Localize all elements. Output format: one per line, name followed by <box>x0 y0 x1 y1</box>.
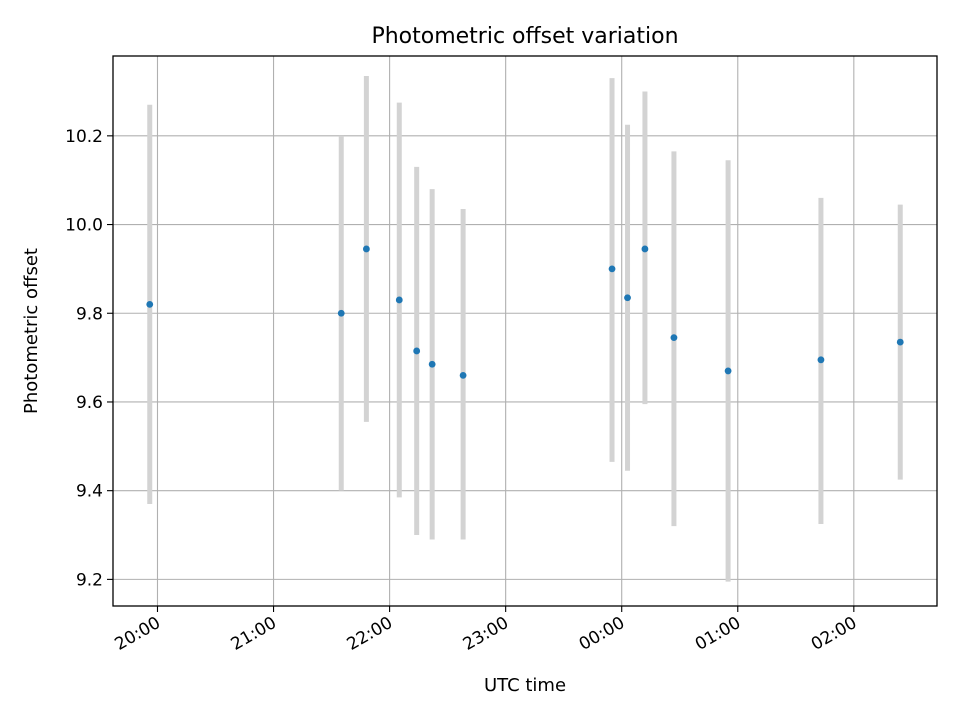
x-tick-label: 23:00 <box>460 613 512 655</box>
x-tick-label: 01:00 <box>692 613 744 655</box>
x-tick-label: 00:00 <box>576 613 628 655</box>
y-tick-label: 10.0 <box>65 216 103 236</box>
data-point <box>362 245 370 253</box>
y-tick-label: 9.4 <box>76 482 103 502</box>
x-tick-label: 22:00 <box>344 613 396 655</box>
y-tick-label: 9.6 <box>76 393 103 413</box>
plot-frame <box>112 55 938 607</box>
data-points <box>146 245 904 379</box>
data-point <box>608 265 616 273</box>
data-point <box>817 356 825 364</box>
data-point <box>428 360 436 368</box>
y-tick-label: 9.8 <box>76 304 103 324</box>
data-point <box>624 294 631 302</box>
error-bars <box>147 75 903 582</box>
grid <box>113 56 937 606</box>
data-point <box>413 347 421 355</box>
data-point <box>896 338 904 346</box>
y-tick-label: 9.2 <box>76 570 103 590</box>
x-tick-label: 02:00 <box>808 613 860 655</box>
y-tick-label: 10.2 <box>65 127 103 147</box>
x-axis-label: UTC time <box>484 675 566 696</box>
data-point <box>670 334 678 342</box>
x-tick-label: 21:00 <box>228 613 280 655</box>
x-tick-label: 20:00 <box>112 613 164 655</box>
data-point <box>395 296 403 304</box>
data-point <box>459 371 467 379</box>
y-axis-label: Photometric offset <box>21 248 42 414</box>
data-point <box>641 245 649 253</box>
data-point <box>146 300 154 308</box>
data-point <box>724 367 732 375</box>
data-point <box>337 309 345 317</box>
chart-title: Photometric offset variation <box>371 24 678 49</box>
